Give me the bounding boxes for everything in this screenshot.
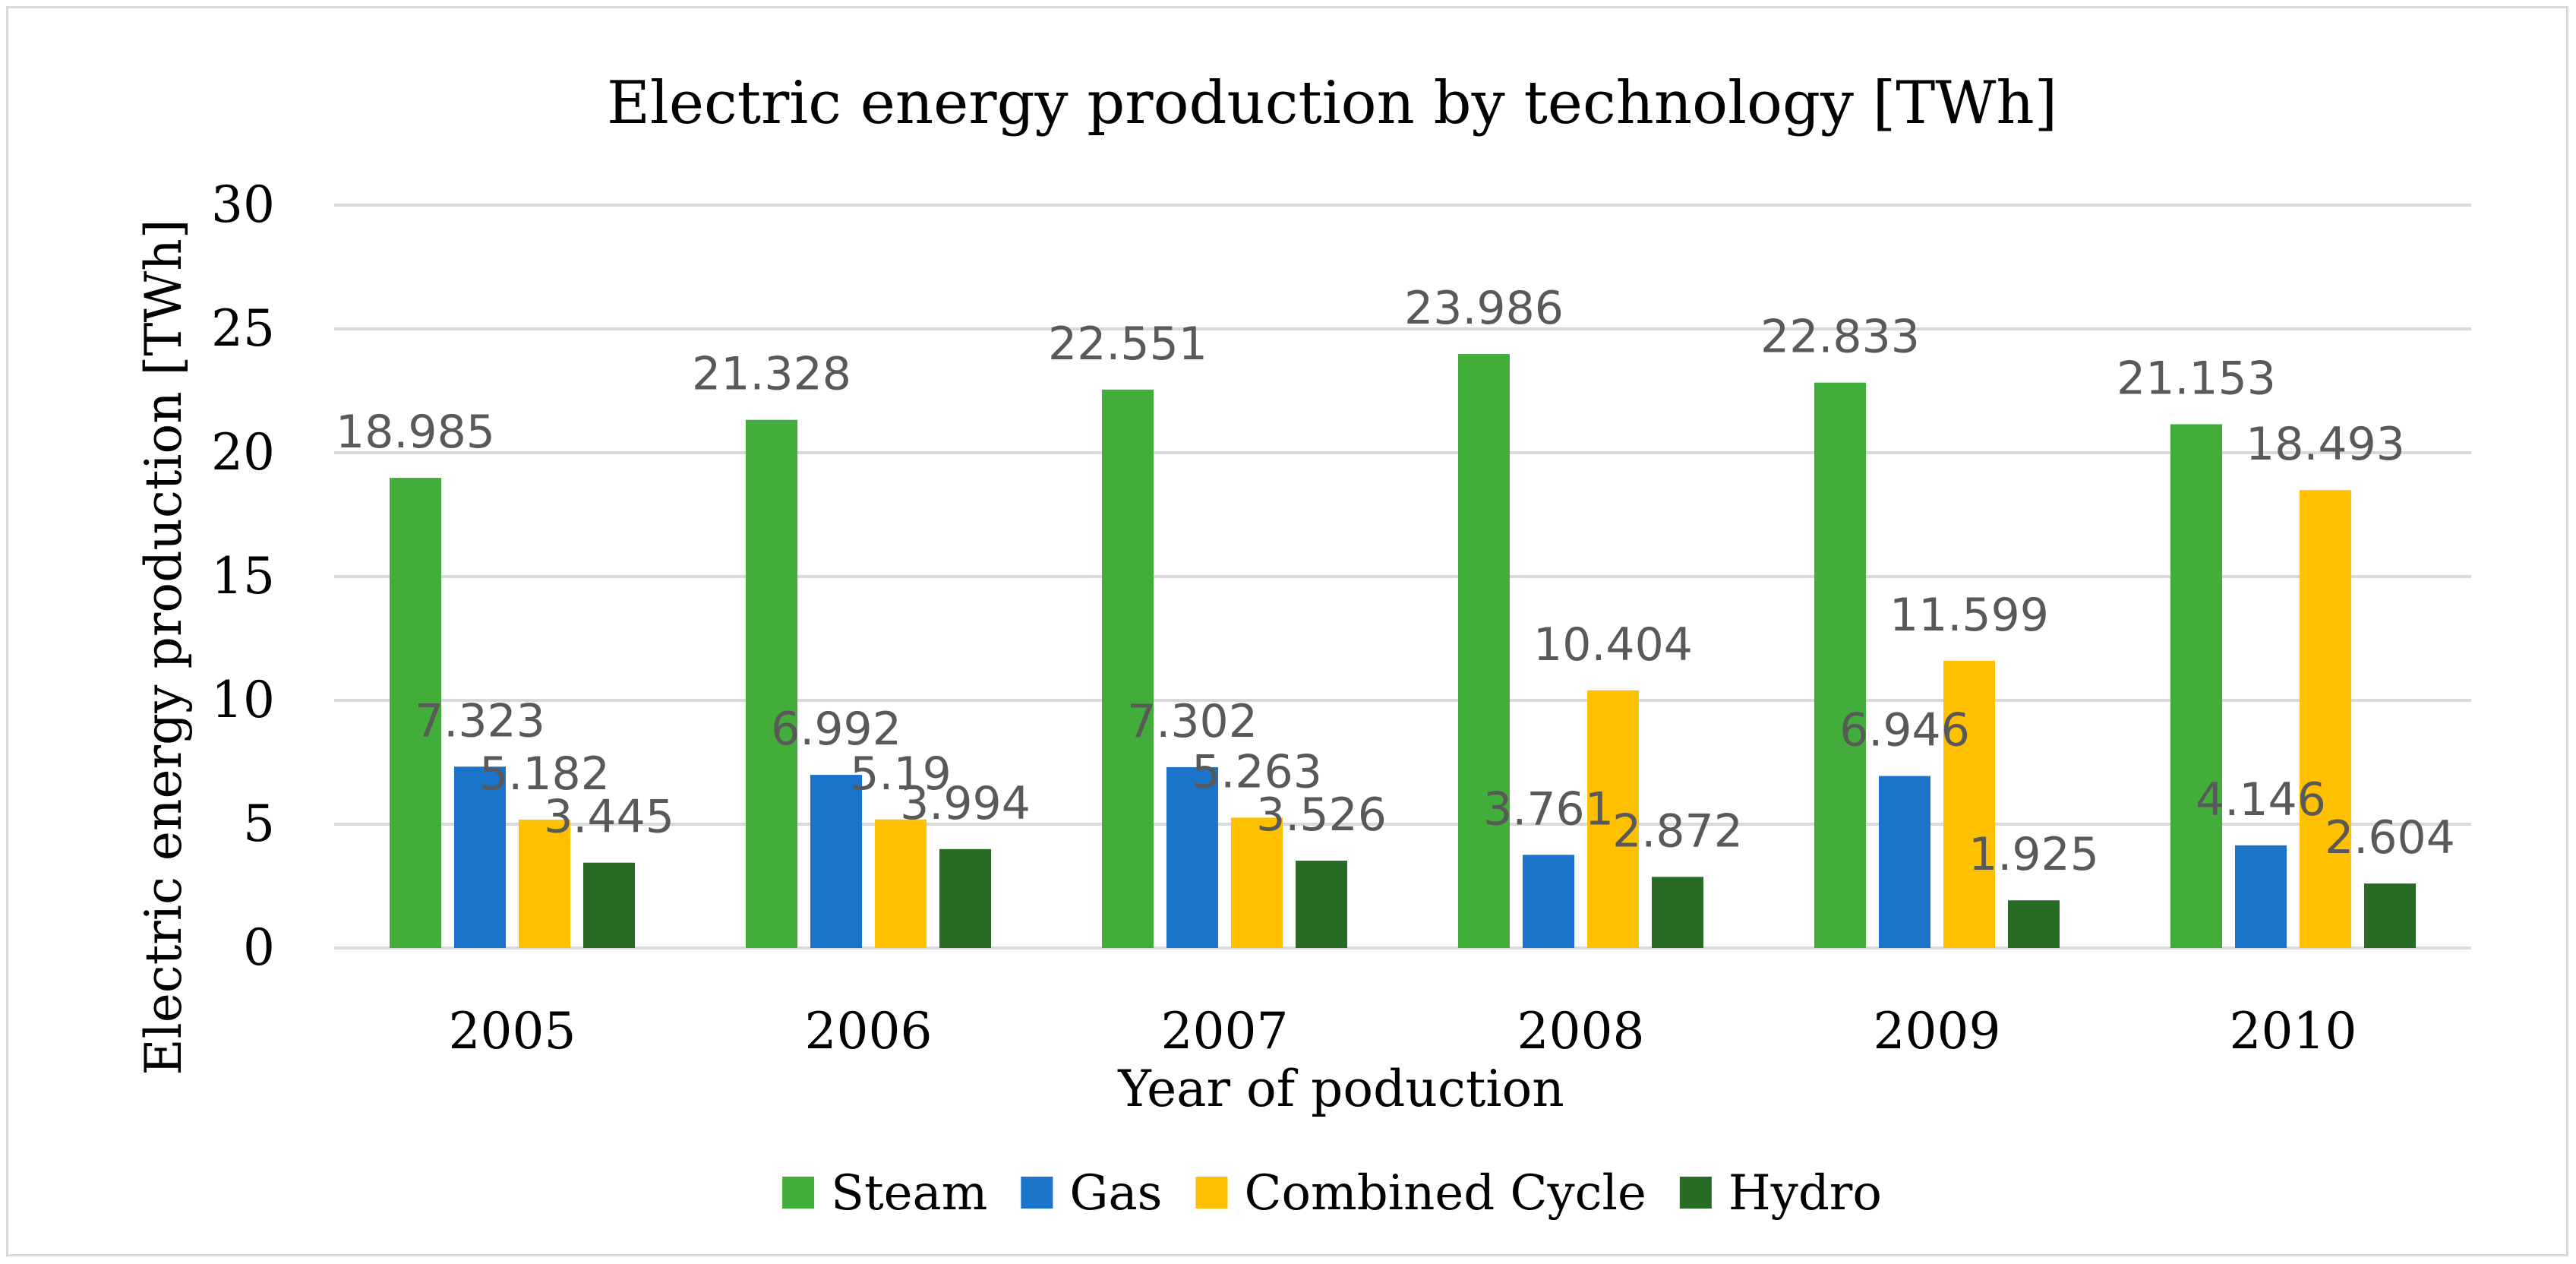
x-tick-label: 2010 bbox=[2230, 1002, 2357, 1060]
bar-combined-cycle-2009 bbox=[1943, 660, 1995, 948]
bar-hydro-2005 bbox=[583, 862, 635, 948]
data-label: 2.872 bbox=[1612, 804, 1743, 858]
bar-steam-2010 bbox=[2170, 424, 2222, 948]
bar-gas-2005 bbox=[454, 766, 506, 948]
bars bbox=[390, 354, 2416, 949]
legend-label-gas: Gas bbox=[1069, 1165, 1162, 1221]
data-label: 3.994 bbox=[900, 777, 1031, 830]
data-label: 4.146 bbox=[2196, 773, 2326, 826]
data-label: 5.263 bbox=[1192, 745, 1322, 798]
data-label: 21.153 bbox=[2117, 352, 2276, 405]
y-tick-label: 20 bbox=[211, 423, 275, 482]
legend-swatch-combined-cycle bbox=[1195, 1177, 1228, 1209]
data-label: 18.985 bbox=[336, 406, 495, 459]
data-label: 10.404 bbox=[1533, 618, 1693, 672]
y-tick-label: 30 bbox=[211, 175, 275, 234]
bar-hydro-2008 bbox=[1652, 877, 1703, 948]
bar-combined-cycle-2008 bbox=[1587, 690, 1639, 948]
data-label: 3.445 bbox=[544, 791, 674, 844]
x-axis-ticks: 2005 2006 2007 2008 2009 2010 bbox=[449, 1002, 2357, 1060]
bar-combined-cycle-2007 bbox=[1231, 817, 1283, 948]
y-axis-label: Electric energy production [TWh] bbox=[134, 219, 193, 1075]
y-tick-label: 10 bbox=[211, 671, 275, 729]
data-label: 22.551 bbox=[1048, 318, 1208, 371]
bar-steam-2007 bbox=[1102, 389, 1154, 948]
bar-hydro-2009 bbox=[2008, 900, 2060, 948]
bar-steam-2006 bbox=[746, 419, 797, 948]
bar-steam-2005 bbox=[390, 478, 441, 948]
data-label: 7.323 bbox=[415, 694, 545, 747]
y-tick-label: 0 bbox=[243, 918, 275, 977]
bar-steam-2009 bbox=[1814, 382, 1866, 949]
y-axis-ticks: 0 5 10 15 20 25 30 bbox=[211, 175, 275, 977]
x-tick-label: 2006 bbox=[805, 1002, 933, 1060]
data-label: 18.493 bbox=[2246, 418, 2405, 471]
data-label: 3.526 bbox=[1256, 788, 1387, 842]
legend: Steam Gas Combined Cycle Hydro bbox=[782, 1165, 1882, 1221]
legend-swatch-steam bbox=[782, 1177, 815, 1209]
chart-title: Electric energy production by technology… bbox=[607, 69, 2057, 137]
data-label: 2.604 bbox=[2325, 811, 2455, 864]
data-label: 1.925 bbox=[1968, 828, 2099, 881]
bar-gas-2007 bbox=[1166, 766, 1218, 948]
legend-swatch-gas bbox=[1021, 1177, 1053, 1209]
bar-steam-2008 bbox=[1458, 354, 1510, 948]
y-tick-label: 5 bbox=[243, 795, 275, 853]
bar-gas-2008 bbox=[1523, 855, 1574, 948]
data-label: 6.946 bbox=[1839, 704, 1970, 757]
x-tick-label: 2007 bbox=[1161, 1002, 1289, 1060]
data-label: 11.599 bbox=[1889, 589, 2049, 642]
data-label: 23.986 bbox=[1404, 282, 1564, 335]
bar-hydro-2007 bbox=[1296, 861, 1347, 948]
data-label: 21.328 bbox=[692, 348, 851, 401]
bar-combined-cycle-2010 bbox=[2300, 490, 2351, 948]
bar-combined-cycle-2006 bbox=[875, 819, 927, 948]
data-label: 5.182 bbox=[479, 747, 610, 801]
bar-hydro-2010 bbox=[2364, 883, 2416, 948]
bar-hydro-2006 bbox=[939, 848, 991, 948]
y-tick-label: 25 bbox=[211, 299, 275, 358]
bar-combined-cycle-2005 bbox=[519, 820, 570, 948]
x-tick-label: 2008 bbox=[1517, 1002, 1645, 1060]
legend-label-hydro: Hydro bbox=[1728, 1165, 1882, 1221]
bar-gas-2009 bbox=[1879, 776, 1930, 948]
gridlines bbox=[334, 204, 2471, 950]
data-label: 7.302 bbox=[1127, 695, 1258, 748]
data-label: 22.833 bbox=[1760, 311, 1920, 364]
data-label: 6.992 bbox=[771, 703, 901, 756]
x-tick-label: 2009 bbox=[1874, 1002, 2001, 1060]
legend-swatch-hydro bbox=[1679, 1177, 1712, 1209]
bar-gas-2006 bbox=[810, 775, 862, 948]
data-label: 3.761 bbox=[1483, 782, 1614, 836]
legend-label-combined-cycle: Combined Cycle bbox=[1245, 1165, 1646, 1221]
y-tick-label: 15 bbox=[211, 547, 275, 605]
x-tick-label: 2005 bbox=[449, 1002, 576, 1060]
bar-gas-2010 bbox=[2235, 845, 2287, 948]
legend-label-steam: Steam bbox=[831, 1165, 987, 1221]
x-axis-label: Year of poduction bbox=[1117, 1060, 1564, 1118]
data-label: 5.19 bbox=[850, 747, 952, 801]
